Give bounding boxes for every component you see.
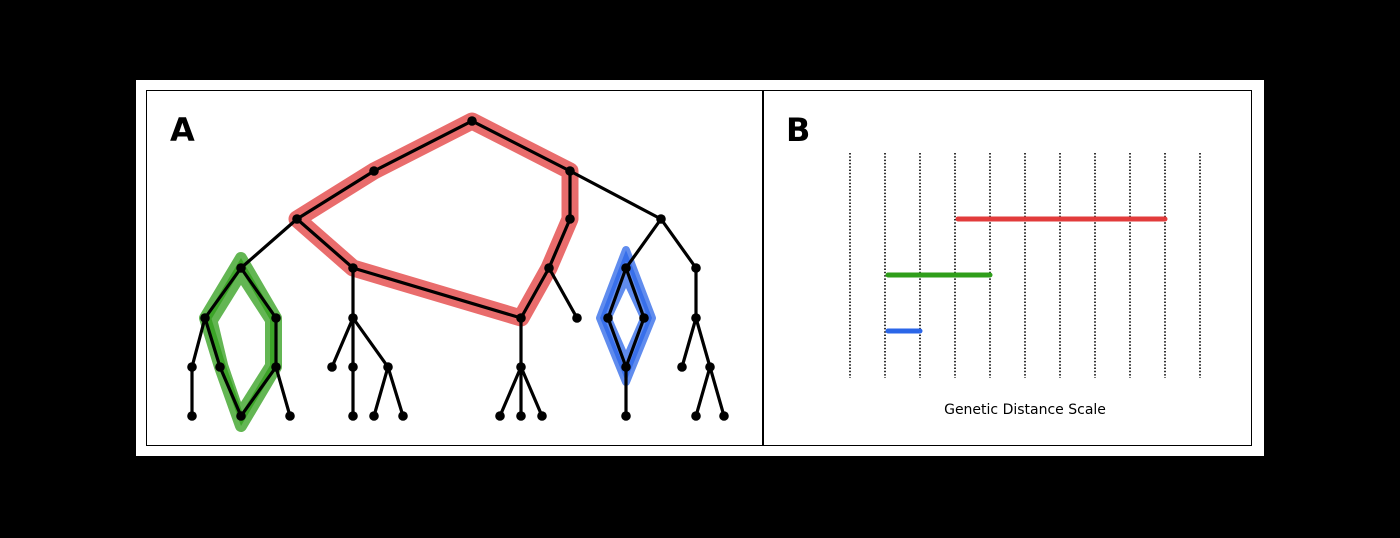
tree-node	[537, 411, 547, 421]
tree-edge	[547, 266, 579, 320]
tree-node	[677, 362, 687, 372]
tree-edge	[470, 119, 572, 173]
tree-edges	[190, 119, 726, 418]
tree-node	[565, 166, 575, 176]
tree-edge	[680, 316, 698, 369]
tree-edge	[694, 316, 712, 369]
tree-edge	[203, 316, 222, 369]
tree-edge	[659, 217, 698, 270]
tree-node	[572, 313, 582, 323]
panel-b-label: B	[786, 111, 811, 149]
tree-edge	[330, 316, 355, 369]
tree-node	[621, 362, 631, 372]
tree-edge	[386, 365, 405, 418]
tree-node	[187, 411, 197, 421]
tree-node	[621, 263, 631, 273]
tree-node	[691, 263, 701, 273]
tree-edge	[351, 316, 390, 369]
blue-cycle-inner	[612, 288, 640, 350]
tree-node	[285, 411, 295, 421]
tree-node	[271, 362, 281, 372]
tree-node	[271, 313, 281, 323]
tree-node	[327, 362, 337, 372]
tree-node	[348, 411, 358, 421]
panel-a-label: A	[170, 111, 195, 149]
tree-edge	[203, 266, 243, 320]
tree-node	[236, 411, 246, 421]
tree-edge	[295, 217, 355, 270]
figure-frame	[146, 90, 1252, 446]
tree-node	[516, 411, 526, 421]
tree-node	[516, 313, 526, 323]
tree-edge	[190, 316, 207, 369]
tree-edge	[547, 217, 572, 270]
tree-node	[292, 214, 302, 224]
tree-edge	[239, 266, 278, 320]
green-cycle-inner	[218, 285, 265, 402]
scale-caption: Genetic Distance Scale	[944, 402, 1106, 418]
tree-node	[516, 362, 526, 372]
tree-edge	[568, 169, 663, 221]
tree-edge	[708, 365, 726, 418]
tree-node	[348, 362, 358, 372]
tree-edge	[498, 365, 523, 418]
tree-edge	[239, 217, 299, 270]
tree-node	[621, 411, 631, 421]
tree-node	[398, 411, 408, 421]
tree-edge	[606, 316, 628, 369]
tree-edge	[624, 217, 663, 270]
tree-node	[544, 263, 554, 273]
tree-edge	[274, 365, 292, 418]
tree-node	[691, 411, 701, 421]
tree-node	[187, 362, 197, 372]
tree-node	[215, 362, 225, 372]
tree-edge	[694, 365, 712, 418]
tree-node	[383, 362, 393, 372]
scale-bars	[885, 216, 1168, 334]
tree-edge	[624, 266, 646, 320]
tree-edge	[519, 266, 551, 320]
tree-node	[603, 313, 613, 323]
tree-node	[639, 313, 649, 323]
tree-edge	[218, 365, 243, 418]
tree-edge	[295, 169, 376, 221]
tree-edge	[351, 266, 523, 320]
tree-node	[467, 116, 477, 126]
tree-node	[348, 313, 358, 323]
tree-node	[705, 362, 715, 372]
tree-edge	[606, 266, 628, 320]
tree-node	[369, 411, 379, 421]
tree-edge	[519, 365, 544, 418]
tree-edge	[239, 365, 278, 418]
tree-node	[719, 411, 729, 421]
tree-node	[369, 166, 379, 176]
scale-gridlines	[849, 153, 1201, 378]
tree-node	[691, 313, 701, 323]
tree-edge	[624, 316, 646, 369]
tree-node	[656, 214, 666, 224]
panel-divider	[762, 90, 764, 446]
tree-node	[200, 313, 210, 323]
tree-node	[348, 263, 358, 273]
tree-node	[565, 214, 575, 224]
tree-edge	[372, 365, 390, 418]
tree-edge	[372, 119, 474, 173]
tree-node	[495, 411, 505, 421]
tree-nodes	[187, 116, 729, 421]
tree-node	[236, 263, 246, 273]
